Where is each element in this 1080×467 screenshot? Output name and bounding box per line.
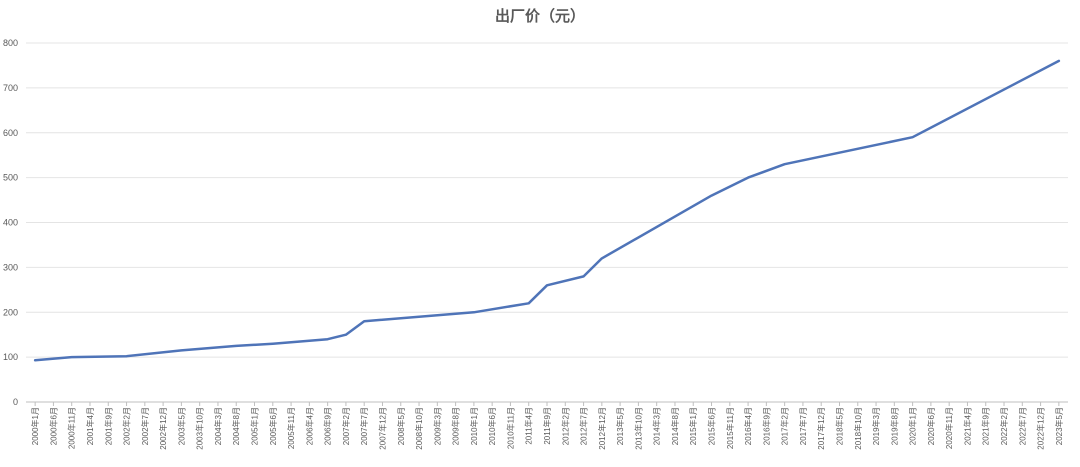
x-tick-label: 2014年3月 — [652, 407, 662, 445]
y-tick-label: 400 — [3, 218, 18, 228]
x-tick-label: 2023年5月 — [1054, 407, 1064, 445]
series-line — [33, 59, 1061, 362]
x-tick-label: 2018年10月 — [853, 407, 863, 450]
x-tick-label: 2012年12月 — [597, 407, 607, 450]
x-tick-label: 2007年2月 — [341, 407, 351, 445]
x-tick-label: 2003年5月 — [176, 407, 186, 445]
x-tick-label: 2019年8月 — [889, 407, 899, 445]
x-tick-label: 2006年9月 — [323, 407, 333, 445]
x-tick-label: 2015年6月 — [707, 407, 717, 445]
x-tick-label: 2014年8月 — [670, 407, 680, 445]
x-tick-label: 2004年3月 — [213, 407, 223, 445]
x-tick-label: 2016年9月 — [761, 407, 771, 445]
x-tick-label: 2018年5月 — [834, 407, 844, 445]
x-tick-label: 2002年7月 — [140, 407, 150, 445]
x-tick-label: 2004年8月 — [231, 407, 241, 445]
y-tick-label: 600 — [3, 128, 18, 138]
x-tick-label: 2016年4月 — [743, 407, 753, 445]
x-tick-label: 2000年1月 — [30, 407, 40, 445]
x-tick-label: 2002年12月 — [158, 407, 168, 450]
x-tick-label: 2022年2月 — [999, 407, 1009, 445]
y-tick-label: 800 — [3, 38, 18, 48]
y-axis-tick-labels: 0 100 200 300 400 500 600 700 800 — [3, 38, 18, 407]
x-tick-label: 2015年11月 — [725, 407, 735, 449]
x-tick-label: 2021年9月 — [981, 407, 991, 445]
x-tick-label: 2005年6月 — [268, 407, 278, 445]
x-tick-label: 2005年1月 — [250, 407, 260, 445]
x-tick-label: 2011年9月 — [542, 407, 552, 445]
x-tick-label: 2007年7月 — [359, 407, 369, 445]
x-tick-label: 2008年5月 — [396, 407, 406, 445]
series-layer — [33, 59, 1061, 362]
x-tick-label: 2010年1月 — [469, 407, 479, 445]
chart-title: 出厂价（元） — [495, 7, 585, 25]
x-tick-label: 2022年7月 — [1017, 407, 1027, 445]
x-tick-label: 2009年8月 — [451, 407, 461, 445]
x-tick-label: 2002年2月 — [122, 407, 132, 445]
x-tick-label: 2010年11月 — [505, 407, 515, 449]
x-tick-label: 2022年12月 — [1036, 407, 1046, 450]
y-tick-label: 300 — [3, 262, 18, 272]
x-tick-label: 2000年6月 — [48, 407, 58, 445]
x-tick-label: 2020年1月 — [908, 407, 918, 445]
x-tick-label: 2020年11月 — [944, 407, 954, 449]
x-tick-label: 2020年6月 — [926, 407, 936, 445]
x-tick-label: 2005年11月 — [286, 407, 296, 449]
x-tick-label: 2013年10月 — [633, 407, 643, 450]
x-tick-label: 2017年2月 — [780, 407, 790, 445]
x-tick-label: 2003年10月 — [195, 407, 205, 450]
x-tick-label: 2006年4月 — [304, 407, 314, 445]
y-tick-label: 200 — [3, 307, 18, 317]
grid-lines — [26, 42, 1068, 358]
x-tick-label: 2021年4月 — [962, 407, 972, 445]
y-tick-label: 700 — [3, 83, 18, 93]
x-tick-label: 2017年12月 — [816, 407, 826, 450]
x-tick-label: 2013年5月 — [615, 407, 625, 445]
x-tick-label: 2001年9月 — [103, 407, 113, 445]
x-tick-label: 2012年7月 — [579, 407, 589, 445]
x-tick-label: 2008年10月 — [414, 407, 424, 450]
x-tick-label: 2000年11月 — [67, 407, 77, 449]
x-tick-label: 2019年3月 — [871, 407, 881, 445]
x-tick-label: 2017年7月 — [798, 407, 808, 445]
y-tick-label: 500 — [3, 173, 18, 183]
y-tick-label: 100 — [3, 352, 18, 362]
y-tick-label: 0 — [13, 397, 18, 407]
x-tick-label: 2009年3月 — [432, 407, 442, 445]
x-tick-label: 2012年2月 — [560, 407, 570, 445]
x-tick-label: 2011年4月 — [524, 407, 534, 445]
x-tick-label: 2010年6月 — [487, 407, 497, 445]
x-tick-label: 2001年4月 — [85, 407, 95, 445]
x-tick-label: 2007年12月 — [377, 407, 387, 450]
x-axis-tick-labels: 2000年1月 2000年6月 2000年11月 2001年4月 2001年9月 2002… — [30, 402, 1064, 450]
x-tick-label: 2015年1月 — [688, 407, 698, 445]
